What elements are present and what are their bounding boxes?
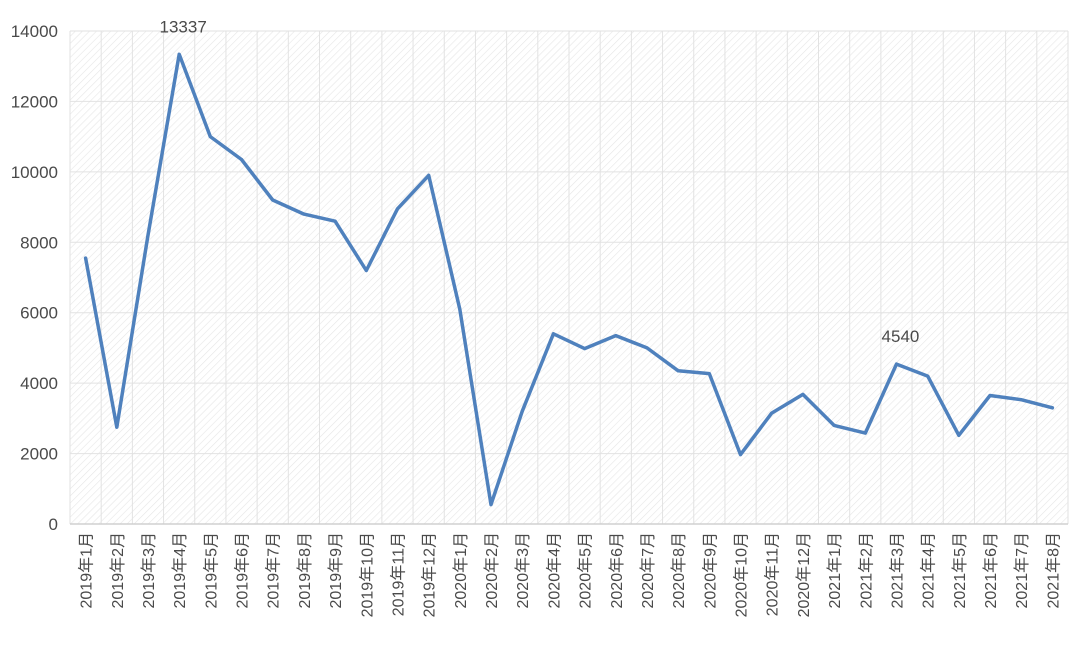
- data-point: [707, 372, 711, 376]
- data-point: [583, 347, 587, 351]
- data-point: [208, 135, 212, 139]
- x-tick-label: 2020年9月: [701, 532, 719, 609]
- data-point: [364, 268, 368, 272]
- data-point: [240, 158, 244, 162]
- y-axis-ticks: 0 2000 4000 6000 8000 10000 12000 14000: [11, 22, 58, 534]
- data-point: [520, 409, 524, 413]
- data-point: [115, 425, 119, 429]
- data-label: 4540: [882, 327, 920, 346]
- x-tick-label: 2019年2月: [109, 532, 127, 609]
- data-point: [302, 212, 306, 216]
- data-point: [489, 503, 493, 507]
- x-tick-label: 2020年12月: [795, 532, 813, 617]
- x-tick-label: 2020年4月: [545, 532, 563, 609]
- x-tick-label: 2021年8月: [1044, 532, 1062, 609]
- data-point: [894, 362, 898, 366]
- gridlines: [69, 30, 1069, 525]
- y-tick-label: 14000: [11, 22, 58, 41]
- x-tick-label: 2021年3月: [888, 532, 906, 609]
- data-point: [1019, 398, 1023, 402]
- x-tick-label: 2019年1月: [78, 532, 96, 609]
- data-point: [333, 219, 337, 223]
- series-line: [83, 52, 1055, 507]
- y-tick-label: 12000: [11, 92, 58, 111]
- y-tick-label: 2000: [20, 445, 58, 464]
- x-tick-label: 2020年7月: [639, 532, 657, 609]
- x-tick-label: 2019年7月: [265, 532, 283, 609]
- x-tick-label: 2021年1月: [826, 532, 844, 609]
- y-tick-label: 0: [49, 515, 58, 534]
- x-tick-label: 2020年2月: [483, 532, 501, 609]
- data-point: [770, 411, 774, 415]
- data-point: [926, 374, 930, 378]
- x-tick-label: 2019年3月: [140, 532, 158, 609]
- x-tick-label: 2020年11月: [764, 532, 782, 616]
- data-labels: 13337 4540: [160, 17, 920, 346]
- y-tick-label: 6000: [20, 304, 58, 323]
- series-layer: [83, 52, 1055, 507]
- data-point: [801, 392, 805, 396]
- data-point: [551, 332, 555, 336]
- y-tick-label: 10000: [11, 163, 58, 182]
- data-point: [271, 198, 275, 202]
- x-tick-label: 2021年5月: [951, 532, 969, 609]
- x-axis-ticks: 2019年1月 2019年2月 2019年3月 2019年4月 2019年5月 2019年…: [78, 532, 1063, 617]
- data-point: [614, 334, 618, 338]
- x-tick-label: 2020年10月: [733, 532, 751, 617]
- x-tick-label: 2020年5月: [577, 532, 595, 609]
- data-point: [1050, 406, 1054, 410]
- x-tick-label: 2020年6月: [608, 532, 626, 609]
- data-point: [458, 307, 462, 311]
- x-tick-label: 2020年1月: [452, 532, 470, 609]
- x-tick-label: 2019年5月: [202, 532, 220, 609]
- data-label: 13337: [160, 17, 207, 36]
- x-tick-label: 2019年10月: [358, 532, 376, 617]
- data-point: [863, 431, 867, 435]
- data-point: [177, 52, 181, 56]
- x-tick-label: 2019年12月: [421, 532, 439, 617]
- x-tick-label: 2019年9月: [327, 532, 345, 609]
- x-tick-label: 2019年11月: [389, 532, 407, 616]
- x-tick-label: 2021年6月: [982, 532, 1000, 609]
- data-point: [395, 207, 399, 211]
- data-point: [84, 256, 88, 260]
- x-tick-label: 2019年6月: [234, 532, 252, 609]
- data-point: [988, 393, 992, 397]
- x-tick-label: 2019年8月: [296, 532, 314, 609]
- x-tick-label: 2020年8月: [670, 532, 688, 609]
- data-point: [427, 173, 431, 177]
- x-tick-label: 2021年7月: [1013, 532, 1031, 609]
- data-point: [739, 453, 743, 457]
- y-tick-label: 8000: [20, 233, 58, 252]
- data-point: [146, 233, 150, 237]
- x-tick-label: 2021年2月: [857, 532, 875, 609]
- data-point: [832, 423, 836, 427]
- data-point: [645, 346, 649, 350]
- x-tick-label: 2021年4月: [920, 532, 938, 609]
- x-tick-label: 2019年4月: [171, 532, 189, 609]
- y-tick-label: 4000: [20, 374, 58, 393]
- data-point: [957, 433, 961, 437]
- data-point: [676, 369, 680, 373]
- x-tick-label: 2020年3月: [514, 532, 532, 609]
